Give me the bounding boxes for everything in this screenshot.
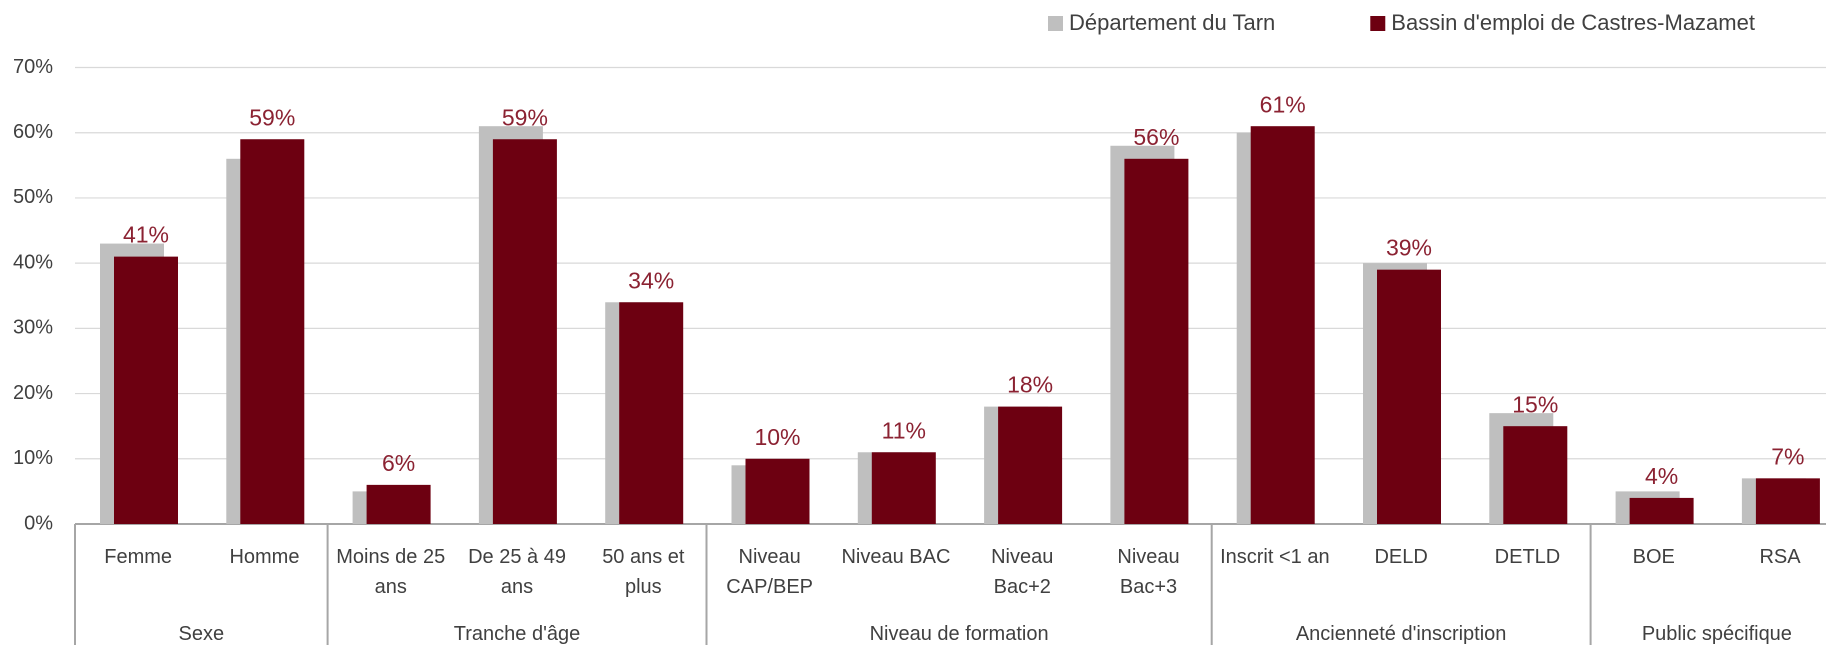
x-tick-label: DETLD	[1494, 546, 1561, 568]
data-label: 56%	[1133, 124, 1179, 150]
bar	[492, 139, 557, 524]
data-label: 59%	[249, 104, 295, 130]
y-tick-label: 40%	[13, 251, 53, 273]
bar	[745, 458, 810, 524]
y-tick-label: 0%	[24, 512, 53, 534]
legend-swatch	[1370, 16, 1386, 31]
data-label: 4%	[1645, 463, 1678, 489]
x-tick-label: Homme	[229, 546, 300, 568]
bar	[1629, 497, 1694, 524]
data-label: 7%	[1771, 443, 1804, 469]
bar	[1124, 158, 1189, 525]
data-label: 10%	[754, 424, 800, 450]
x-tick-label: BOE	[1632, 546, 1675, 568]
x-tick-label: DELD	[1374, 546, 1428, 568]
data-label: 6%	[382, 450, 415, 476]
legend-label: Bassin d'emploi de Castres-Mazamet	[1391, 10, 1755, 35]
y-tick-label: 10%	[13, 447, 53, 469]
data-label: 18%	[1007, 372, 1053, 398]
y-tick-label: 50%	[13, 186, 53, 208]
x-tick-label: 50 ans et plus	[602, 546, 685, 598]
bar	[871, 452, 936, 524]
x-tick-label: Niveau Bac+2	[991, 546, 1054, 598]
group-label: Sexe	[178, 623, 225, 645]
y-tick-label: 60%	[13, 121, 53, 143]
y-tick-label: 30%	[13, 317, 53, 339]
data-label: 39%	[1386, 235, 1432, 261]
bar	[114, 256, 178, 524]
group-label: Niveau de formation	[869, 623, 1049, 645]
bar	[1755, 478, 1820, 524]
group-label: Public spécifique	[1641, 623, 1792, 645]
bar	[366, 484, 431, 524]
data-label: 41%	[123, 222, 169, 248]
y-tick-label: 20%	[13, 382, 53, 404]
x-tick-label: De 25 à 49 ans	[468, 546, 566, 598]
x-tick-label: Femme	[104, 546, 173, 568]
bar	[1250, 126, 1315, 524]
data-label: 34%	[628, 267, 674, 293]
y-tick-label: 70%	[13, 56, 53, 78]
data-label: 61%	[1260, 91, 1306, 117]
legend-swatch	[1048, 16, 1063, 31]
bar	[1503, 426, 1568, 524]
data-label: 59%	[502, 104, 548, 130]
x-tick-label: RSA	[1759, 546, 1801, 568]
group-label: Ancienneté d'inscription	[1295, 623, 1507, 645]
bar	[1377, 269, 1441, 524]
x-tick-label: Niveau CAP/BEP	[726, 546, 813, 598]
group-label: Tranche d'âge	[453, 623, 581, 645]
bar	[619, 302, 684, 524]
data-label: 11%	[882, 417, 926, 443]
bar	[998, 406, 1063, 524]
x-tick-label: Niveau BAC	[841, 546, 951, 568]
legend-label: Département du Tarn	[1069, 10, 1275, 35]
x-tick-label: Niveau Bac+3	[1117, 546, 1180, 598]
bar	[240, 139, 305, 524]
x-tick-label: Moins de 25 ans	[336, 546, 446, 598]
data-label: 15%	[1512, 391, 1558, 417]
x-tick-label: Inscrit <1 an	[1220, 546, 1330, 568]
